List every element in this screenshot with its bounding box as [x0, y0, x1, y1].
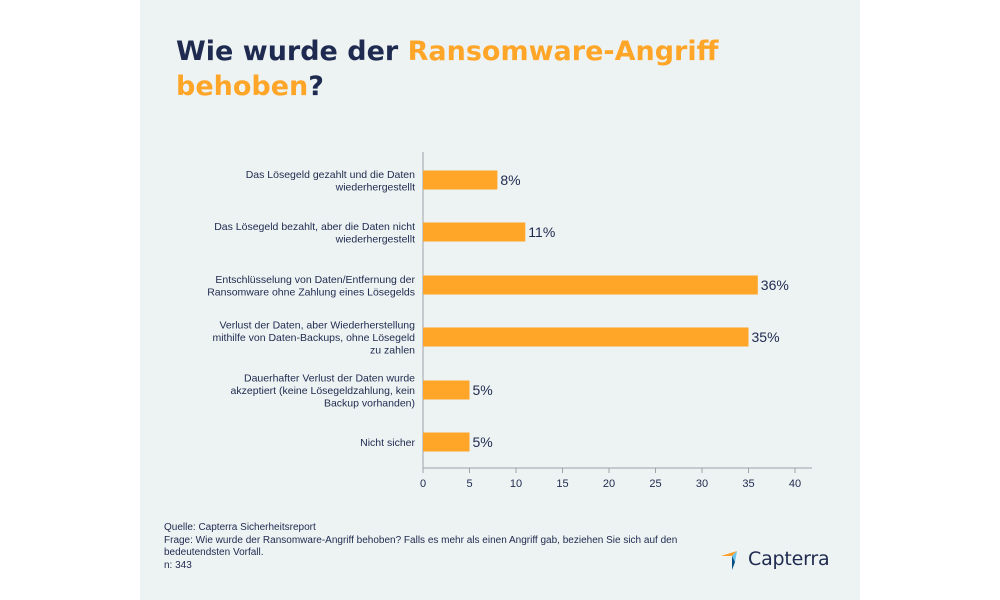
category-label-line: wiederhergestellt [335, 181, 415, 193]
category-label-line: Entschlüsselung von Daten/Entfernung der [215, 274, 415, 286]
title-part2: ? [308, 71, 324, 102]
footer: Quelle: Capterra Sicherheitsreport Frage… [164, 522, 724, 572]
title-highlight2: behoben [176, 71, 309, 102]
x-tick-label: 15 [556, 478, 568, 490]
bar-value-label: 35% [752, 329, 780, 345]
category-label-line: Verlust der Daten, aber Wiederherstellun… [219, 320, 415, 332]
bar-value-label: 8% [500, 172, 520, 188]
category-label-line: wiederhergestellt [335, 233, 415, 245]
bar [423, 380, 470, 400]
bar-value-label: 5% [473, 434, 493, 450]
x-tick-label: 20 [603, 478, 615, 490]
bar [423, 170, 498, 190]
chart-card [140, 0, 860, 600]
bar [423, 222, 526, 242]
category-label: Das Lösegeld bezahlt, aber die Daten nic… [214, 221, 415, 246]
bar [423, 327, 749, 347]
footer-question-line2: bedeutendsten Vorfall. [164, 547, 264, 558]
bar-value-label: 11% [528, 224, 555, 240]
bar [423, 432, 470, 452]
category-label: Entschlüsselung von Daten/Entfernung der… [207, 274, 415, 299]
title-part1: Wie wurde der [176, 36, 408, 67]
chart-title: Wie wurde der Ransomware-Angriff behoben? [176, 34, 796, 104]
title-highlight1: Ransomware-Angriff [407, 36, 719, 67]
capterra-arrow-icon [721, 551, 737, 570]
category-label: Verlust der Daten, aber Wiederherstellun… [212, 320, 415, 357]
x-tick-label: 35 [742, 478, 754, 490]
category-label: Dauerhafter Verlust der Daten wurde akzep… [231, 373, 416, 410]
category-label-line: Das Lösegeld gezahlt und die Daten [246, 169, 415, 181]
category-label-line: Backup vorhanden) [324, 398, 415, 410]
category-label-line: mithilfe von Daten-Backups, ohne Lösegel… [212, 332, 415, 344]
bar [423, 275, 758, 295]
logo-text: Capterra [748, 548, 830, 570]
footer-source: Quelle: Capterra Sicherheitsreport [164, 522, 316, 533]
bar-value-label: 36% [761, 277, 789, 293]
category-label-line: Nicht sicher [360, 437, 415, 449]
x-tick-label: 5 [466, 478, 472, 490]
category-label-line: zu zahlen [370, 345, 415, 357]
bar-value-label: 5% [473, 382, 493, 398]
category-label-line: akzeptiert (keine Lösegeldzahlung, kein [231, 385, 416, 397]
x-tick-label: 25 [649, 478, 661, 490]
category-label-line: Ransomware ohne Zahlung eines Lösegelds [207, 286, 415, 298]
footer-n: n: 343 [164, 559, 192, 571]
x-tick-label: 0 [420, 478, 426, 490]
category-label-line: Das Lösegeld bezahlt, aber die Daten nic… [214, 221, 415, 233]
x-tick-label: 40 [789, 478, 801, 490]
capterra-logo: Capterra [720, 546, 830, 572]
x-tick-label: 10 [510, 478, 522, 490]
category-label: Das Lösegeld gezahlt und die Daten wieder… [246, 169, 415, 194]
category-label-line: Dauerhafter Verlust der Daten wurde [244, 373, 415, 385]
x-tick-label: 30 [696, 478, 708, 490]
category-label: Nicht sicher [360, 437, 415, 449]
footer-question-line1: Frage: Wie wurde der Ransomware-Angriff … [164, 534, 678, 546]
